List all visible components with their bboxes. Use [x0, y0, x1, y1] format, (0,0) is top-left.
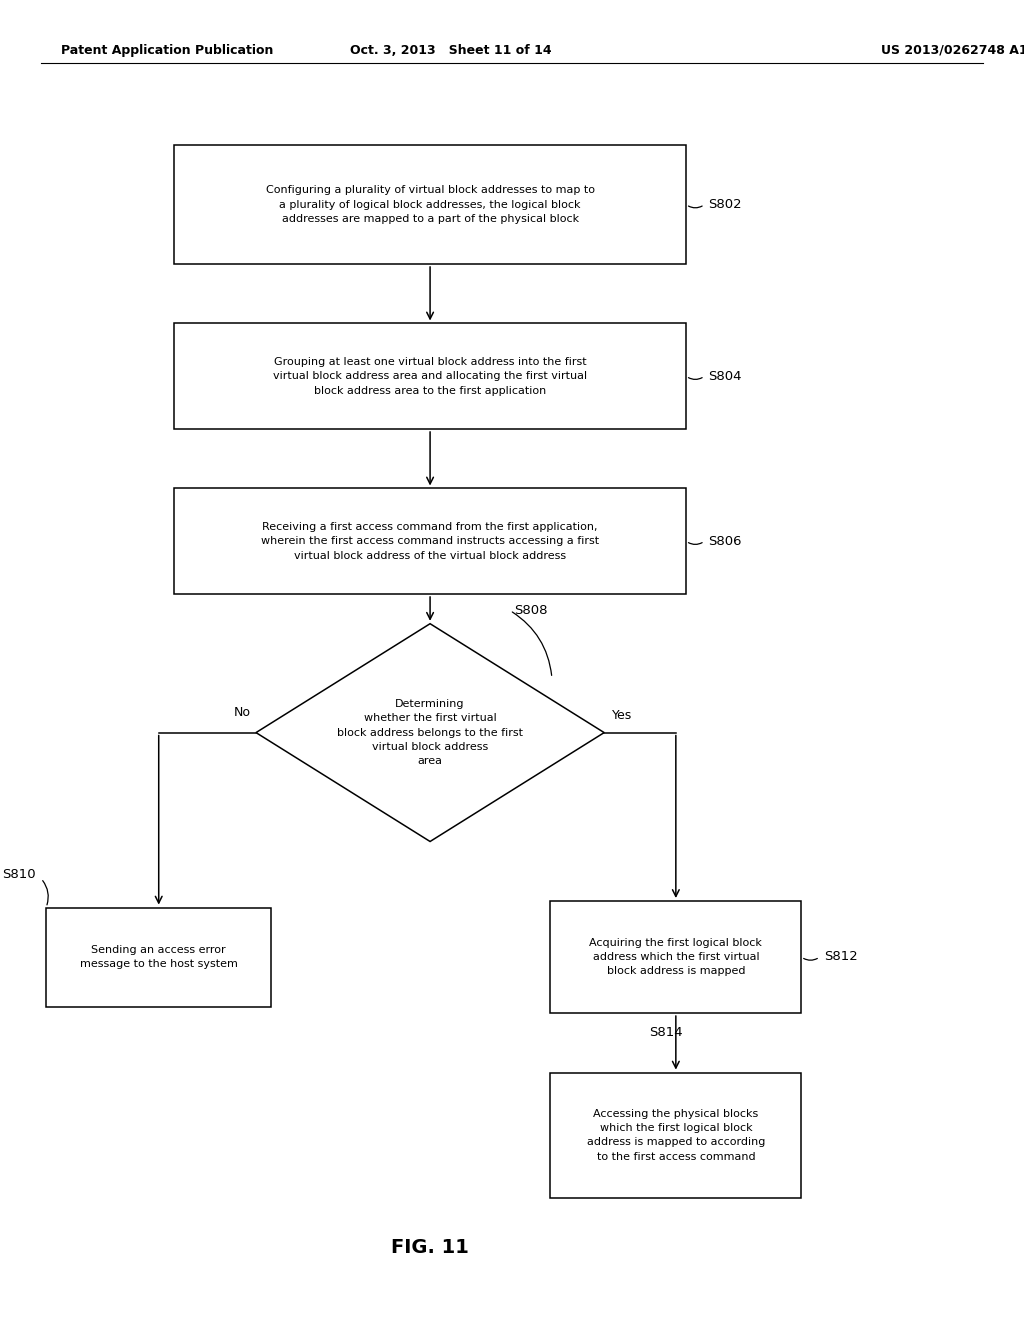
- Text: No: No: [233, 706, 251, 719]
- Polygon shape: [256, 624, 604, 842]
- Text: Oct. 3, 2013   Sheet 11 of 14: Oct. 3, 2013 Sheet 11 of 14: [350, 44, 551, 57]
- Text: Grouping at least one virtual block address into the first
virtual block address: Grouping at least one virtual block addr…: [273, 356, 587, 396]
- Bar: [46, 908, 271, 1006]
- Text: US 2013/0262748 A1: US 2013/0262748 A1: [881, 44, 1024, 57]
- Text: S806: S806: [709, 535, 742, 548]
- Text: Acquiring the first logical block
address which the first virtual
block address : Acquiring the first logical block addres…: [590, 937, 762, 977]
- Text: Patent Application Publication: Patent Application Publication: [61, 44, 273, 57]
- Text: FIG. 11: FIG. 11: [391, 1238, 469, 1257]
- Text: S814: S814: [649, 1027, 682, 1040]
- Bar: [174, 488, 686, 594]
- Text: S802: S802: [709, 198, 742, 211]
- Bar: [174, 145, 686, 264]
- Text: Yes: Yes: [612, 709, 633, 722]
- Text: S808: S808: [514, 605, 548, 616]
- Text: S810: S810: [2, 869, 36, 880]
- Text: S804: S804: [709, 370, 742, 383]
- Text: Determining
whether the first virtual
block address belongs to the first
virtual: Determining whether the first virtual bl…: [337, 698, 523, 767]
- Text: Receiving a first access command from the first application,
wherein the first a: Receiving a first access command from th…: [261, 521, 599, 561]
- Bar: [174, 323, 686, 429]
- Text: Configuring a plurality of virtual block addresses to map to
a plurality of logi: Configuring a plurality of virtual block…: [265, 185, 595, 224]
- Text: S812: S812: [823, 950, 857, 964]
- Text: Accessing the physical blocks
which the first logical block
address is mapped to: Accessing the physical blocks which the …: [587, 1109, 765, 1162]
- Bar: [551, 900, 802, 1014]
- Text: Sending an access error
message to the host system: Sending an access error message to the h…: [80, 945, 238, 969]
- Bar: [551, 1072, 802, 1199]
